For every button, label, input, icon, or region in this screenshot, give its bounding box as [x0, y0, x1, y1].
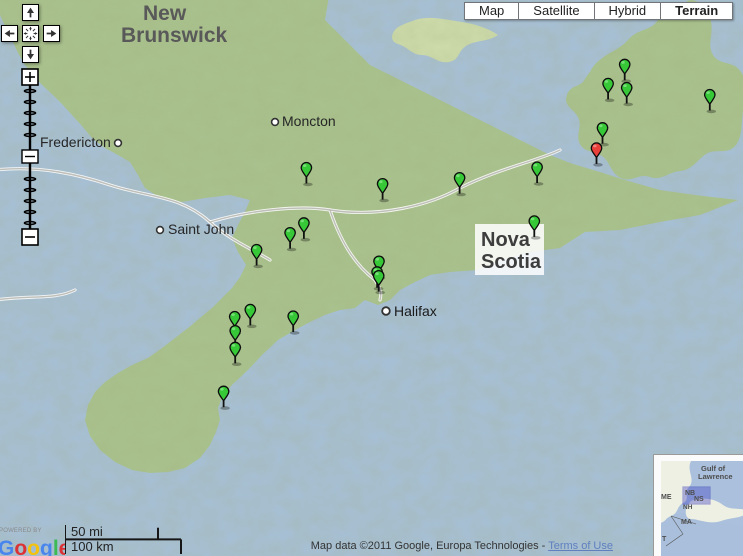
svg-text:New: New	[143, 2, 187, 25]
svg-text:Fredericton: Fredericton	[40, 134, 111, 150]
svg-text:50 mi: 50 mi	[71, 525, 103, 539]
svg-text:Google: Google	[0, 537, 65, 556]
svg-text:T: T	[662, 536, 667, 543]
svg-text:POWERED BY: POWERED BY	[0, 528, 42, 534]
svg-text:Lawrence: Lawrence	[698, 472, 733, 481]
svg-text:Moncton: Moncton	[282, 113, 336, 129]
svg-text:NH: NH	[683, 504, 693, 511]
svg-text:Nova: Nova	[481, 229, 531, 251]
svg-text:Scotia: Scotia	[481, 251, 542, 273]
svg-text:NS: NS	[694, 496, 704, 503]
svg-text:MA: MA	[681, 519, 692, 526]
svg-text:Brunswick: Brunswick	[121, 24, 228, 47]
svg-text:Saint John: Saint John	[168, 221, 234, 237]
svg-text:Halifax: Halifax	[394, 303, 437, 319]
svg-text:ME: ME	[661, 494, 672, 501]
svg-text:100 km: 100 km	[71, 539, 114, 554]
